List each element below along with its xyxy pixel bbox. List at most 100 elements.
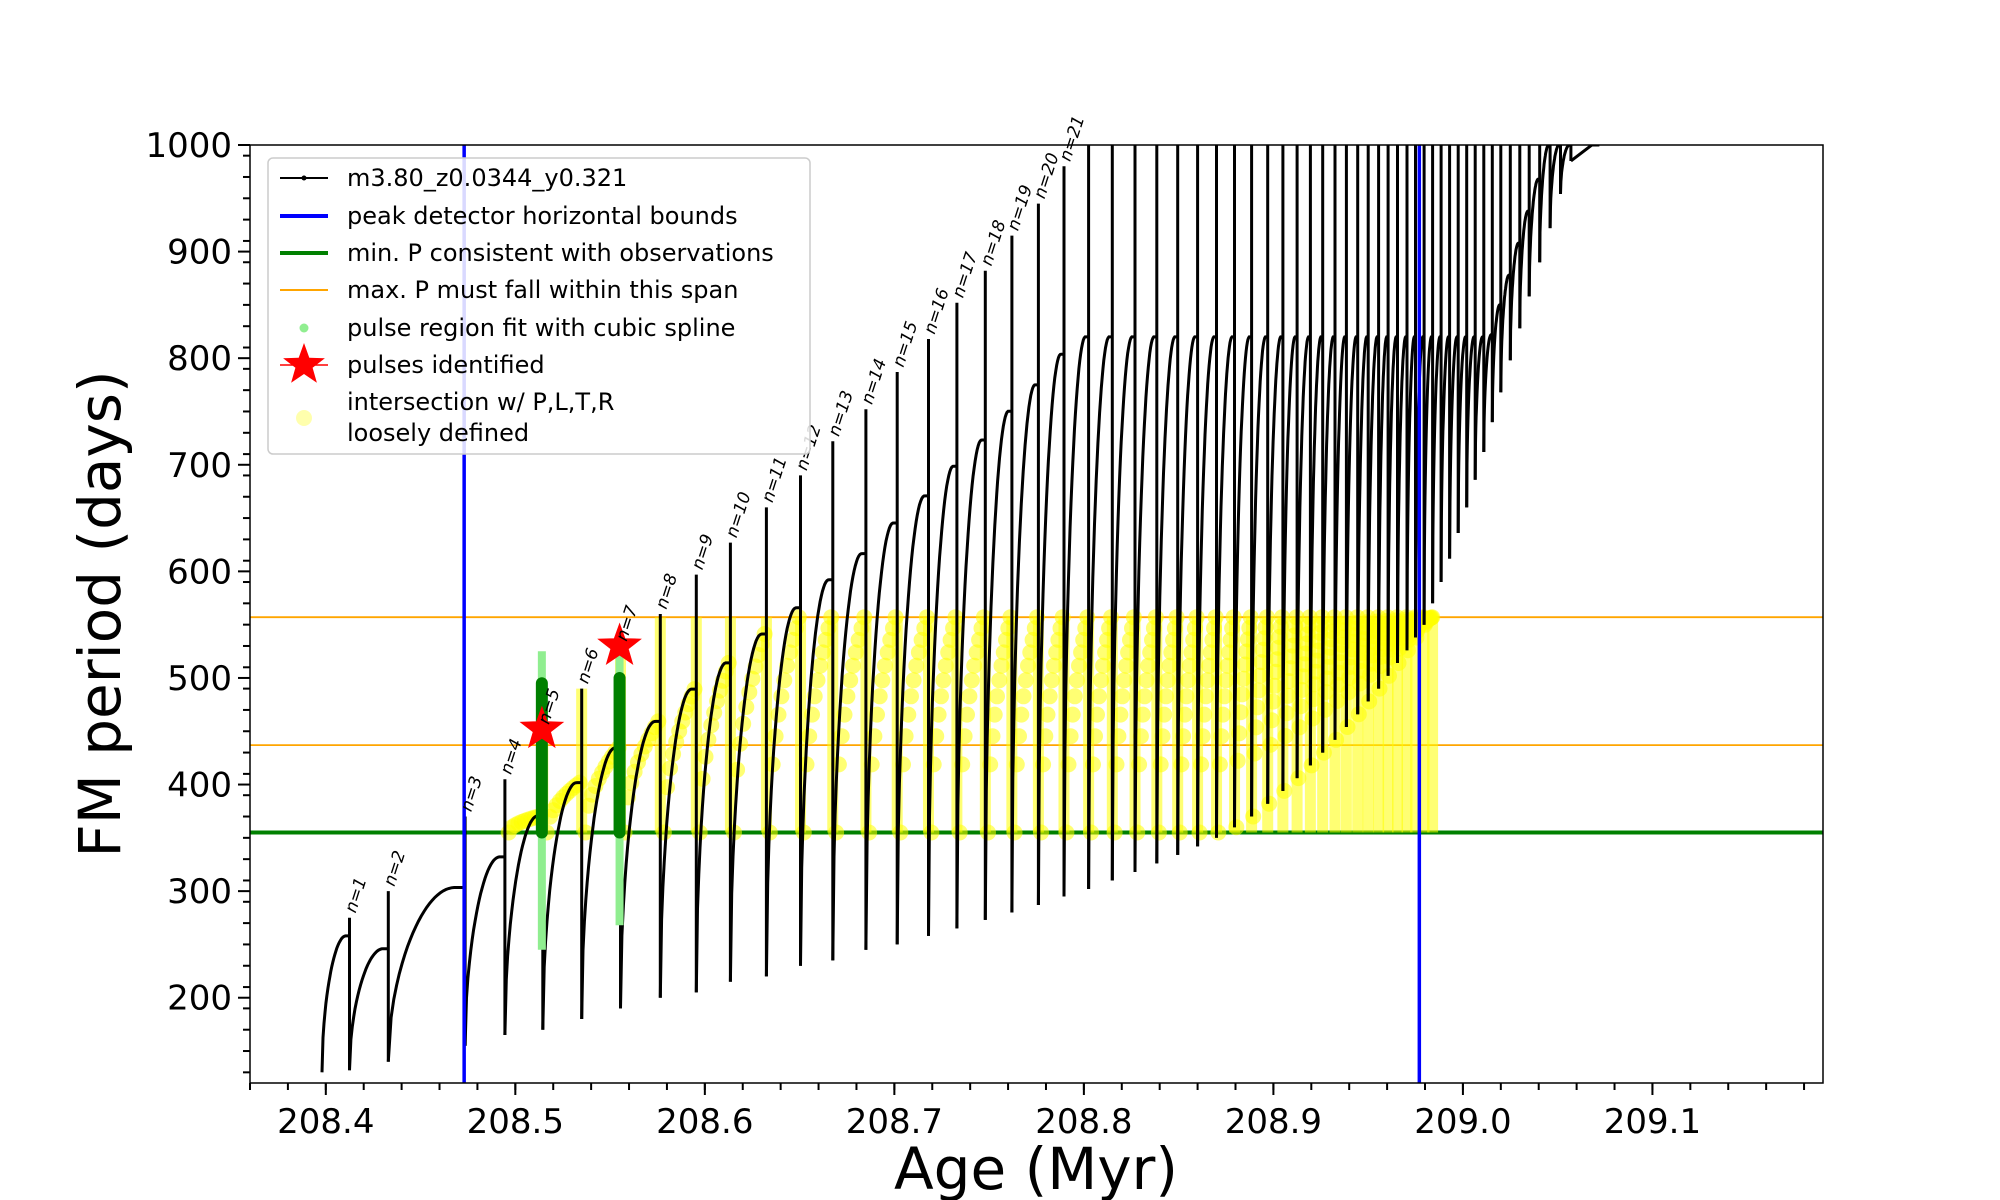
pulse-label-3: n=3 — [457, 774, 487, 814]
track-segment-33 — [1281, 145, 1299, 791]
intersection-point — [1196, 706, 1213, 723]
intersection-point — [1106, 824, 1123, 841]
intersection-point — [910, 644, 927, 661]
track-segment-17 — [927, 302, 959, 936]
intersection-point — [1089, 706, 1105, 723]
intersection-point — [905, 672, 922, 689]
track-segment-57 — [1518, 145, 1531, 329]
intersection-point — [879, 644, 896, 661]
intersection-point — [1013, 706, 1030, 723]
track-segment-35 — [1308, 145, 1325, 766]
intersection-point — [655, 824, 672, 841]
pulse-label-10: n=10 — [722, 490, 755, 541]
legend-box — [267, 157, 811, 455]
intersection-point — [738, 699, 755, 715]
track-tail — [1570, 145, 1600, 163]
track-segment-50 — [1456, 145, 1469, 534]
intersection-point — [1039, 706, 1056, 723]
intersection-point — [986, 706, 1003, 723]
intersection-point — [1214, 706, 1231, 723]
intersection-point — [951, 824, 968, 841]
intersection-point — [1173, 756, 1190, 773]
pulse-star-0 — [519, 705, 565, 749]
track-segment-56 — [1508, 145, 1522, 361]
intersection-point — [1041, 688, 1058, 705]
y-tick-label: 900 — [167, 233, 232, 273]
intersection-point — [1134, 706, 1151, 723]
pulse-label-6: n=6 — [573, 646, 603, 686]
y-tick-label: 800 — [167, 339, 232, 379]
track-segment-22 — [1062, 145, 1091, 897]
track-segment-6 — [541, 688, 584, 1030]
legend-swatch-dot — [299, 323, 309, 333]
track-segment-37 — [1333, 145, 1348, 740]
pulse-star-1 — [597, 622, 642, 666]
legend-label-4: max. P must fall within this span — [347, 276, 738, 304]
legend-swatch-marker — [301, 175, 307, 181]
intersection-point — [935, 672, 952, 689]
intersection-point — [1229, 752, 1246, 769]
pulse-label-1: n=1 — [341, 875, 371, 915]
x-tick-label: 208.5 — [467, 1102, 564, 1142]
intersection-point — [961, 688, 978, 705]
track-segment-11 — [728, 507, 768, 982]
intersection-point — [1304, 710, 1321, 727]
intersection-point — [877, 657, 893, 674]
intersection-point — [1136, 688, 1153, 705]
track-segment-44 — [1405, 145, 1417, 651]
intersection-point — [993, 657, 1010, 674]
intersection-point — [782, 644, 799, 661]
track-segment-40 — [1366, 145, 1381, 702]
y-tick-label: 1000 — [145, 126, 232, 166]
track-segment-41 — [1377, 145, 1390, 689]
x-tick-label: 208.9 — [1225, 1102, 1322, 1142]
track-segment-4 — [463, 779, 507, 1046]
track-segment-47 — [1431, 145, 1443, 604]
x-tick-label: 208.7 — [846, 1102, 943, 1142]
pulse-label-13: n=13 — [825, 388, 858, 439]
intersection-point — [845, 657, 861, 674]
track-segment-30 — [1233, 145, 1254, 828]
intersection-point — [1033, 824, 1049, 841]
intersection-point — [1277, 728, 1294, 744]
legend-label-2: peak detector horizontal bounds — [347, 202, 738, 230]
intersection-point — [1228, 819, 1245, 836]
intersection-point — [839, 688, 856, 705]
intersection-point — [830, 756, 847, 773]
intersection-point — [930, 706, 947, 723]
intersection-point — [980, 824, 996, 841]
track-segment-51 — [1465, 145, 1477, 508]
track-segment-1 — [320, 917, 351, 1073]
intersection-point — [966, 657, 983, 674]
intersection-point — [1234, 686, 1251, 703]
y-tick-label: 700 — [167, 446, 232, 486]
intersection-point — [1317, 701, 1333, 718]
intersection-point — [662, 760, 678, 777]
track-segment-29 — [1215, 145, 1236, 838]
track-segment-28 — [1196, 145, 1218, 847]
track-segment-49 — [1448, 145, 1460, 559]
intersection-point — [1083, 824, 1099, 841]
intersection-point — [874, 672, 891, 689]
intersection-point — [842, 672, 859, 689]
intersection-point — [814, 644, 831, 661]
pulse-label-14: n=14 — [858, 356, 891, 407]
track-segment-24 — [1110, 145, 1137, 881]
track-segment-48 — [1439, 145, 1452, 583]
intersection-point — [1171, 824, 1188, 841]
track-segment-43 — [1396, 145, 1409, 664]
track-segment-21 — [1036, 166, 1066, 906]
legend-swatch-circle — [296, 410, 312, 426]
track-segment-54 — [1490, 145, 1503, 423]
track-segment-52 — [1473, 145, 1486, 480]
intersection-point — [871, 688, 888, 705]
track-segment-25 — [1133, 145, 1159, 873]
track-segment-14 — [831, 409, 868, 961]
x-tick-label: 209.0 — [1414, 1102, 1511, 1142]
intersection-point — [1043, 672, 1060, 689]
intersection-point — [963, 672, 980, 689]
intersection-point — [1191, 824, 1208, 841]
intersection-point — [1210, 824, 1227, 841]
y-axis-title: FM period (days) — [66, 370, 134, 857]
track-segment-55 — [1499, 145, 1512, 393]
